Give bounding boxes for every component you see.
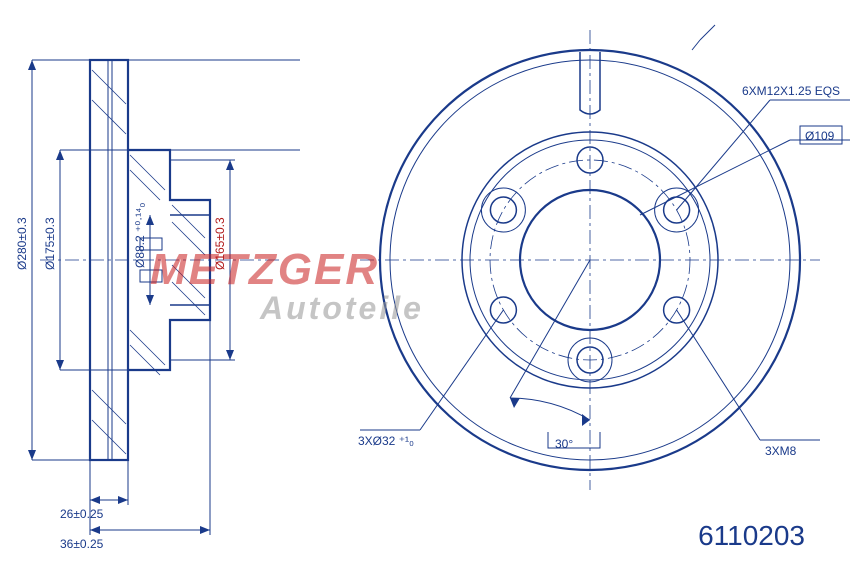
- callout-counterbore: 3XØ32 ⁺¹₀: [358, 434, 414, 448]
- svg-text:Ø165±0.3: Ø165±0.3: [213, 217, 227, 270]
- side-view: Ø280±0.3 Ø175±0.3 Ø88.2 ⁺⁰·¹⁴₀ Ø165±0.3: [15, 60, 300, 551]
- callout-bolt-spec: 6XM12X1.25 EQS: [742, 84, 840, 98]
- svg-text:Ø88.2 ⁺⁰·¹⁴₀: Ø88.2 ⁺⁰·¹⁴₀: [133, 203, 147, 268]
- part-number: 6110203: [698, 520, 805, 552]
- svg-text:Ø175±0.3: Ø175±0.3: [43, 217, 57, 270]
- dim-bore-dia: Ø88.2 ⁺⁰·¹⁴₀: [133, 203, 154, 305]
- dim-thickness: 26±0.25: [60, 460, 128, 521]
- svg-text:26±0.25: 26±0.25: [60, 507, 104, 521]
- drawing-canvas: 6XM12X1.25 EQS Ø109 3XØ32 ⁺¹₀ 30° 3XM8: [0, 0, 865, 564]
- svg-text:Ø280±0.3: Ø280±0.3: [15, 217, 29, 270]
- callout-angle: 30°: [555, 437, 573, 451]
- svg-text:36±0.25: 36±0.25: [60, 537, 104, 551]
- front-view: 6XM12X1.25 EQS Ø109 3XØ32 ⁺¹₀ 30° 3XM8: [358, 25, 850, 490]
- section-hatch: [92, 70, 205, 454]
- callout-center-dia: Ø109: [805, 129, 835, 143]
- callout-tap: 3XM8: [765, 444, 797, 458]
